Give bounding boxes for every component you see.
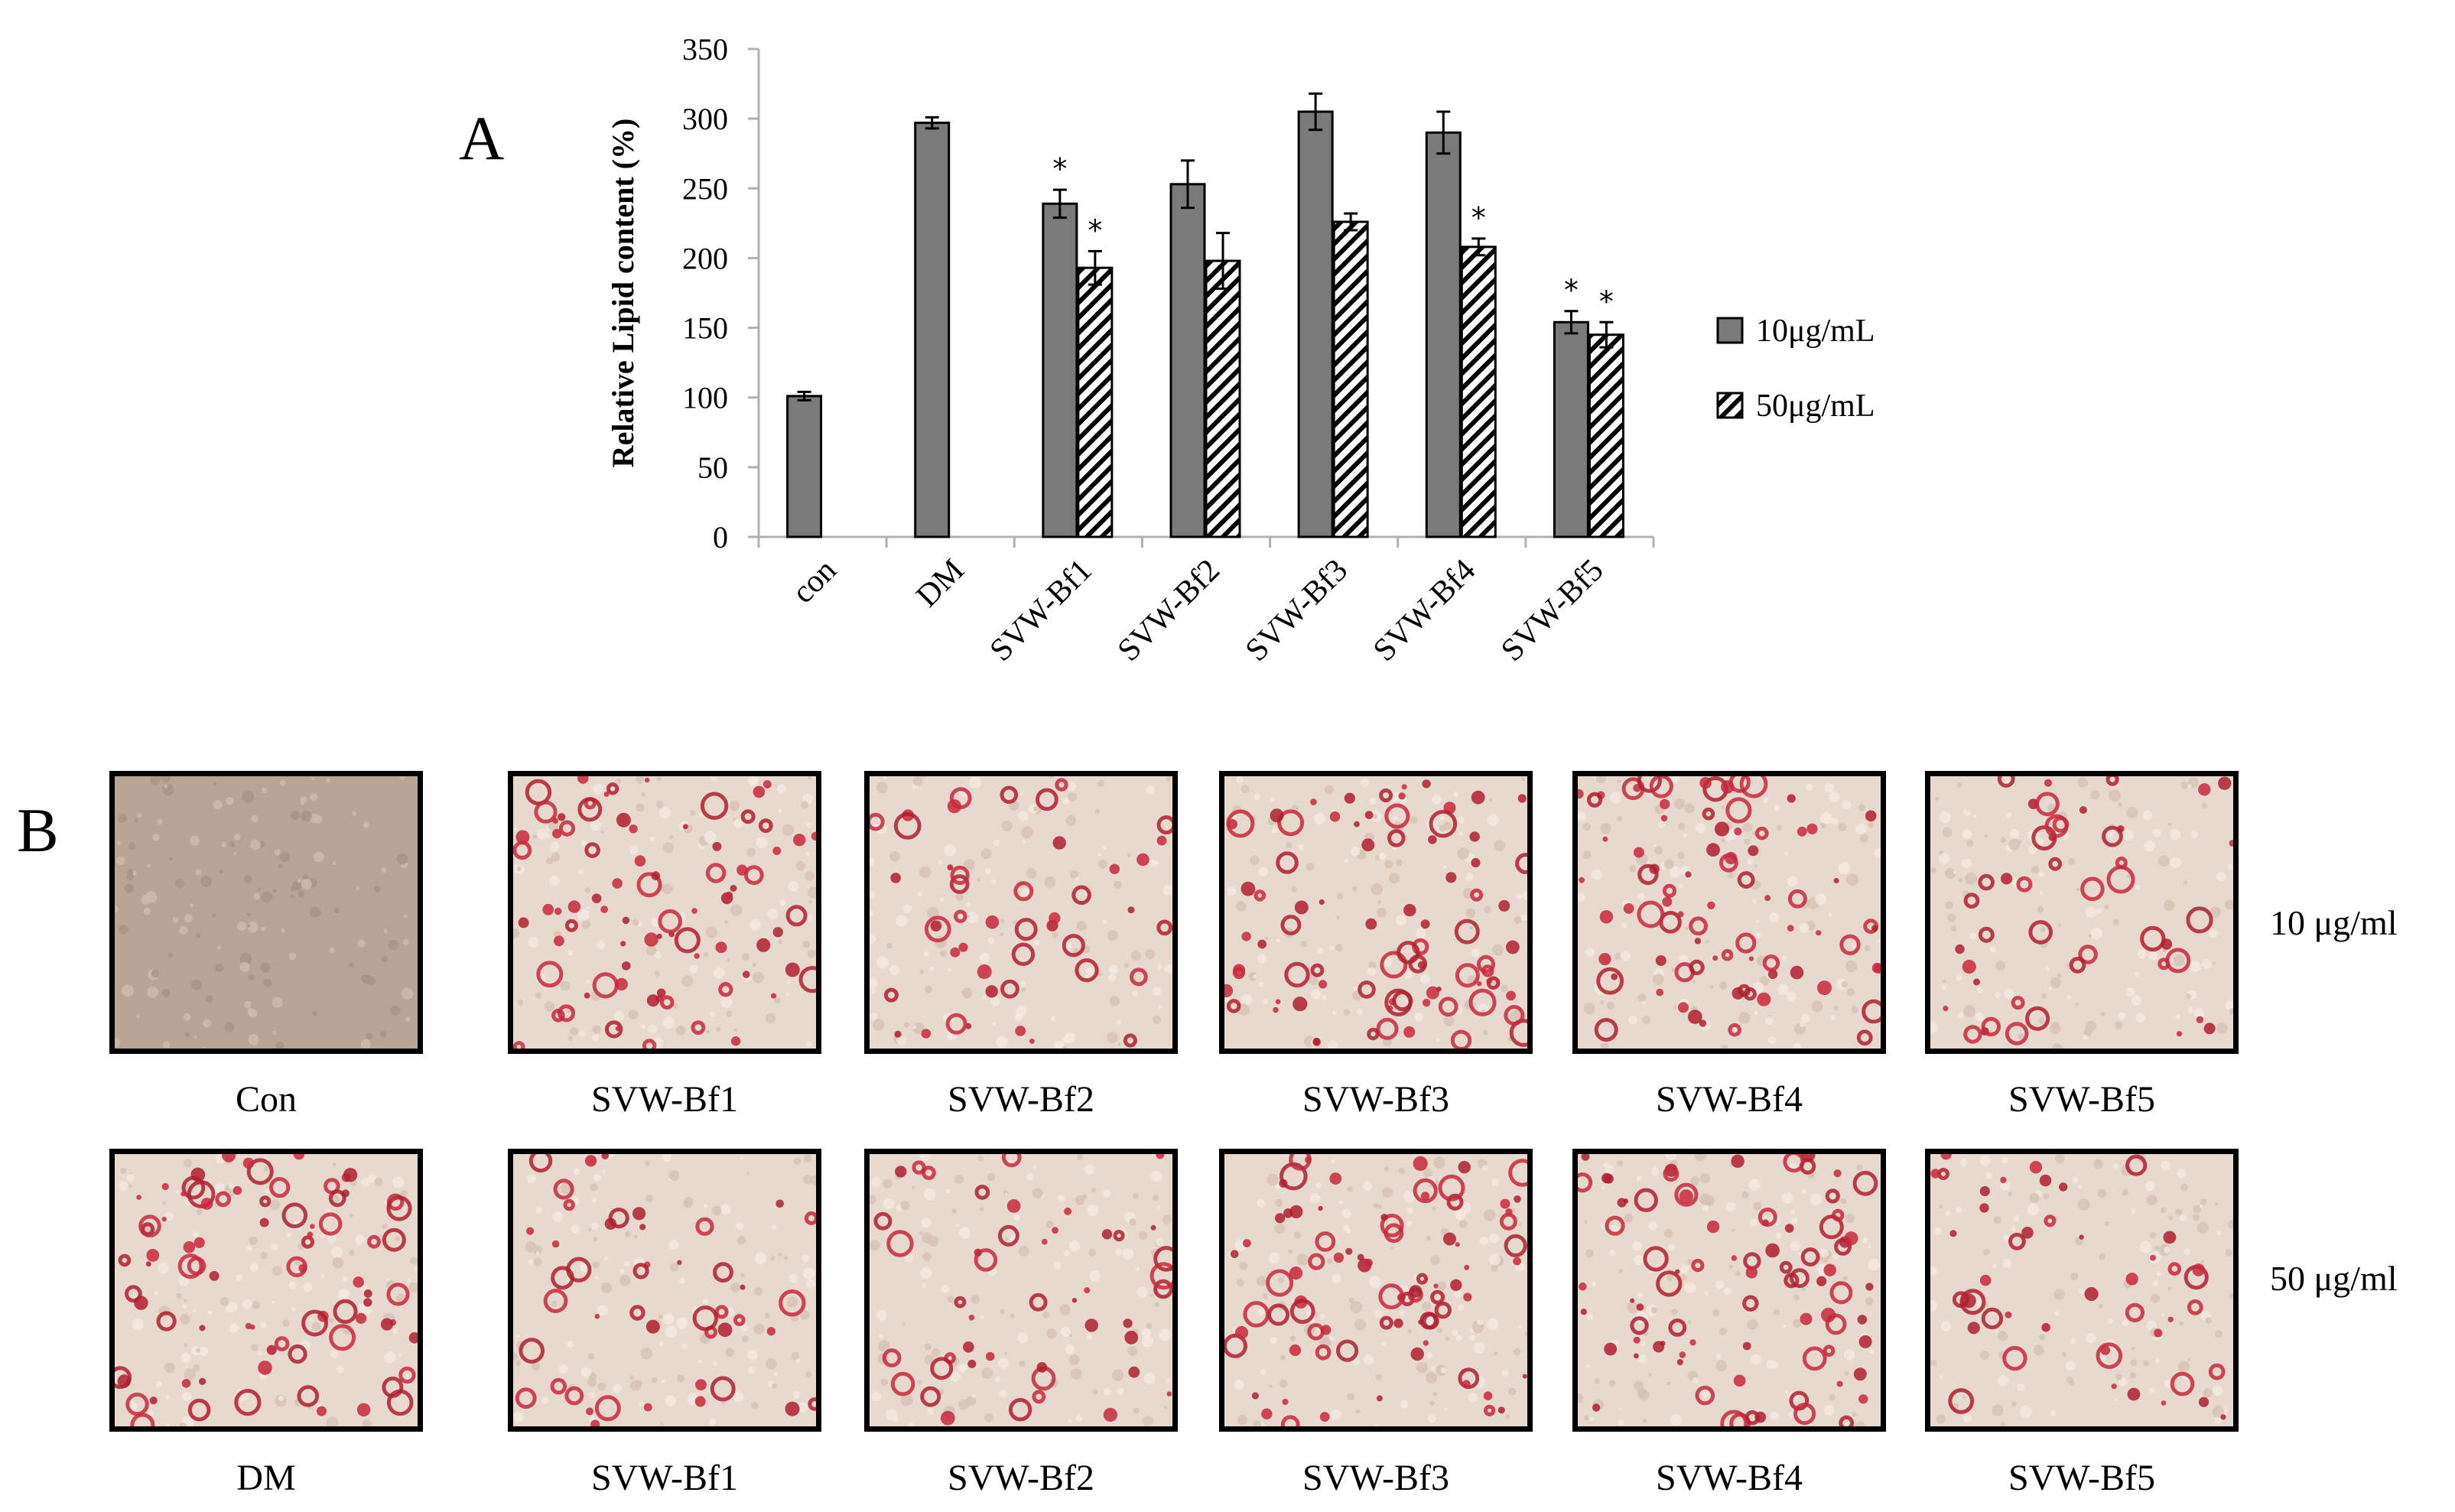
bar-50-SVW-Bf1 (1077, 266, 1114, 538)
micrograph-caption: SVW-Bf1 (591, 1458, 738, 1498)
micrograph-caption: SVW-Bf2 (948, 1079, 1094, 1120)
y-tick-label: 100 (682, 381, 728, 415)
micrograph-caption: DM (236, 1458, 296, 1498)
row1-concentration-label: 10 μg/ml (2270, 903, 2398, 942)
micrograph-row1-svw-bf2 (864, 771, 1178, 1054)
bar-10-SVW-Bf5 (1553, 320, 1589, 538)
row2-concentration-label: 50 μg/ml (2270, 1259, 2398, 1298)
legend-label: 50μg/mL (1756, 389, 1875, 424)
micrograph-caption: SVW-Bf5 (2008, 1079, 2155, 1120)
x-tick-label: SVW-Bf4 (1367, 553, 1482, 668)
panel-a-label: A (459, 103, 505, 173)
y-tick-label: 350 (682, 32, 728, 67)
micrograph-row1-svw-bf3 (1219, 771, 1533, 1054)
bar-10-SVW-Bf4 (1425, 131, 1462, 538)
micrograph-row2-dm (109, 1149, 423, 1432)
micrograph-caption: SVW-Bf3 (1302, 1458, 1449, 1498)
x-tick-label: DM (909, 553, 971, 614)
micrograph-row2-svw-bf3 (1219, 1149, 1533, 1432)
micrograph-row2-svw-bf5 (1925, 1149, 2239, 1432)
micrograph-row2-svw-bf1 (508, 1149, 821, 1432)
y-tick-label: 50 (697, 450, 728, 485)
bar-50-SVW-Bf2 (1205, 259, 1241, 538)
legend-label: 10μg/mL (1756, 314, 1875, 349)
y-tick-label: 150 (682, 311, 728, 346)
x-tick-label: SVW-Bf2 (1111, 553, 1227, 668)
bar-10-SVW-Bf2 (1169, 183, 1206, 538)
y-tick-label: 0 (713, 520, 728, 554)
bar-50-SVW-Bf3 (1332, 220, 1369, 538)
significance-marker: * (1564, 274, 1579, 307)
bar-50-SVW-Bf4 (1460, 245, 1497, 538)
significance-marker: * (1088, 213, 1102, 247)
x-tick-label: SVW-Bf3 (1239, 553, 1354, 668)
panel-b-label: B (17, 795, 59, 865)
micrograph-caption: SVW-Bf2 (948, 1458, 1094, 1498)
micrograph-row2-svw-bf2 (864, 1149, 1178, 1432)
micrograph-caption: SVW-Bf4 (1656, 1458, 1803, 1498)
significance-marker: * (1471, 201, 1486, 235)
micrograph-row1-con (109, 771, 423, 1054)
x-tick-label: con (785, 553, 843, 610)
micrograph-row1-svw-bf5 (1925, 771, 2239, 1054)
y-axis-title: Relative Lipid content (%) (606, 119, 640, 468)
y-tick-label: 300 (682, 102, 728, 136)
bar-50-SVW-Bf5 (1588, 333, 1624, 538)
x-tick-label: SVW-Bf1 (984, 553, 1099, 668)
bar-10-con (786, 395, 823, 538)
legend-swatch (1716, 317, 1744, 344)
bar-10-SVW-Bf3 (1297, 110, 1334, 538)
significance-marker: * (1052, 152, 1067, 186)
micrograph-caption: SVW-Bf1 (591, 1079, 738, 1120)
legend-swatch (1716, 392, 1744, 419)
micrograph-caption: Con (235, 1079, 297, 1120)
micrograph-caption: SVW-Bf5 (2008, 1458, 2155, 1498)
micrograph-row2-svw-bf4 (1572, 1149, 1886, 1432)
y-tick-label: 200 (682, 241, 728, 275)
significance-marker: * (1599, 285, 1614, 318)
micrograph-row1-svw-bf1 (508, 771, 821, 1054)
bar-10-SVW-Bf1 (1042, 202, 1078, 538)
bar-10-DM (914, 122, 951, 538)
micrograph-caption: SVW-Bf4 (1656, 1079, 1803, 1120)
y-tick-label: 250 (682, 171, 728, 206)
micrograph-caption: SVW-Bf3 (1302, 1079, 1449, 1120)
x-tick-label: SVW-Bf5 (1494, 553, 1610, 668)
micrograph-row1-svw-bf4 (1572, 771, 1886, 1054)
